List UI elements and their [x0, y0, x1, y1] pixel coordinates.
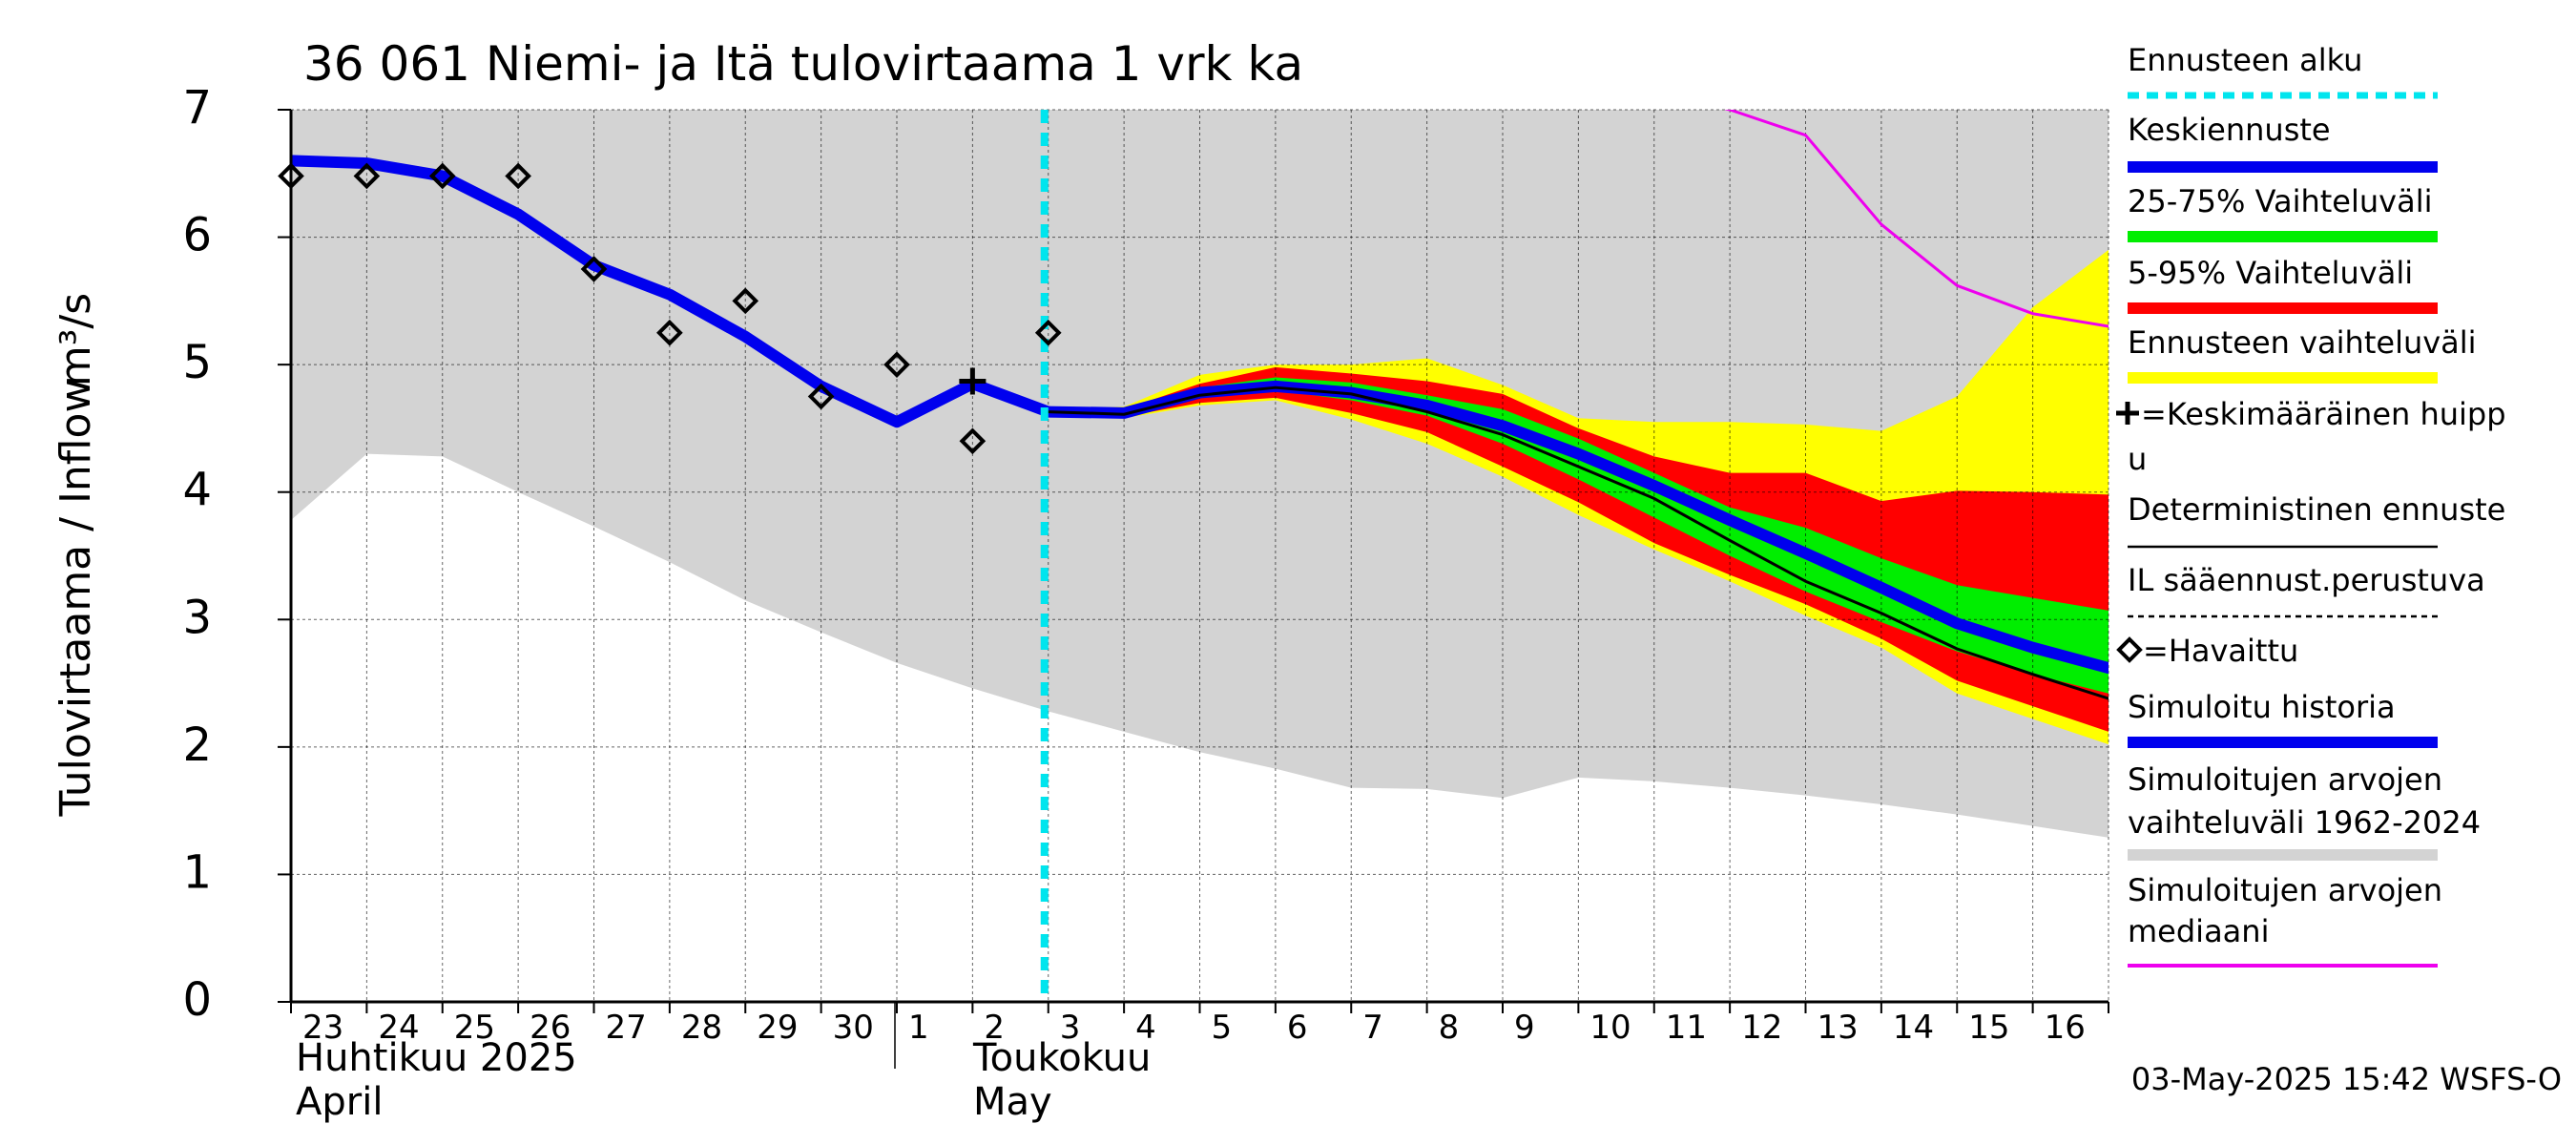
legend-label: Simuloitujen arvojen — [2128, 761, 2442, 798]
y-tick-label: 6 — [182, 209, 212, 262]
legend-item-il-s-ennust-perustuva: IL sääennust.perustuva — [2128, 562, 2485, 618]
legend-peak-marker — [2116, 402, 2139, 425]
legend-item-5-95-vaihteluv-li: 5-95% Vaihteluväli — [2128, 255, 2438, 314]
x-tick-label: 4 — [1135, 1009, 1156, 1047]
footer-timestamp: 03-May-2025 15:42 WSFS-O — [2131, 1061, 2562, 1097]
x-tick-label: 6 — [1287, 1009, 1308, 1047]
legend-item-ennusteen-alku: Ennusteen alku — [2128, 42, 2438, 99]
x-tick-label: 7 — [1362, 1009, 1383, 1047]
legend-label: Deterministinen ennuste — [2128, 491, 2505, 528]
month-label-april-fi: Huhtikuu 2025 — [296, 1036, 577, 1080]
x-tick-label: 8 — [1439, 1009, 1460, 1047]
y-tick-label: 3 — [182, 591, 212, 644]
legend: Ennusteen alku Keskiennuste 25-75% Vaihtel… — [2116, 42, 2506, 968]
legend-item-ennusteen-vaihteluv-li: Ennusteen vaihteluväli — [2128, 324, 2477, 384]
x-tick-label: 26 — [530, 1009, 571, 1047]
observed-point — [580, 256, 608, 282]
x-tick-label: 23 — [302, 1009, 343, 1047]
line-deterministinen-ennuste — [1047, 385, 2109, 700]
legend-label: 5-95% Vaihteluväli — [2128, 255, 2413, 291]
y-tick-label: 7 — [182, 81, 212, 135]
legend-label: Keskiennuste — [2128, 112, 2331, 148]
x-tick-label: 1 — [908, 1009, 929, 1047]
marker-layer — [278, 110, 1062, 1002]
y-tick-label: 4 — [182, 464, 212, 517]
line-simuloitujen-arvojen-mediaani — [1723, 110, 2109, 328]
observed-point — [883, 351, 910, 378]
legend-label: Simuloitujen arvojen — [2128, 872, 2442, 908]
x-tick-label: 29 — [757, 1009, 798, 1047]
y-tick-label: 1 — [182, 845, 212, 899]
observed-point — [353, 162, 381, 190]
legend-item-simuloitujen-arvojenvaihteluv-li-1962-2024: Simuloitujen arvojen vaihteluväli 1962-20… — [2128, 761, 2481, 861]
x-tick-label: 13 — [1818, 1009, 1859, 1047]
x-tick-label: 10 — [1589, 1009, 1631, 1047]
legend-label: Ennusteen vaihteluväli — [2128, 324, 2477, 361]
x-tick-label: 25 — [454, 1009, 495, 1047]
x-tick-label: 14 — [1893, 1009, 1934, 1047]
x-tick-label: 28 — [681, 1009, 722, 1047]
legend-label: IL sääennust.perustuva — [2128, 562, 2485, 598]
y-tick-label: 0 — [182, 973, 212, 1027]
legend-item-simuloitujen-arvojenmediaani: Simuloitujen arvojen mediaani — [2128, 872, 2442, 968]
legend-label: Ennusteen alku — [2128, 42, 2362, 78]
observed-point — [1034, 319, 1062, 346]
x-tick-label: 3 — [1060, 1009, 1081, 1047]
legend-label-line2: mediaani — [2128, 913, 2269, 949]
legend-label: =Havaittu — [2143, 633, 2298, 669]
observed-point — [807, 383, 835, 410]
observed-point — [732, 287, 759, 315]
legend-item-25-75-vaihteluv-li: 25-75% Vaihteluväli — [2128, 183, 2438, 242]
chart-title: 36 061 Niemi- ja Itä tulovirtaama 1 vrk … — [303, 36, 1303, 92]
legend-label-line2: vaihteluväli 1962-2024 — [2128, 804, 2481, 841]
legend-label-line2: u — [2128, 441, 2147, 477]
month-label-april-en: April — [296, 1080, 383, 1124]
peak-marker — [959, 367, 987, 395]
x-tick-label: 9 — [1514, 1009, 1535, 1047]
observed-point — [505, 162, 531, 190]
y-tick-label: 2 — [182, 718, 212, 772]
month-label-may-en: May — [973, 1080, 1052, 1124]
x-tick-label: 11 — [1666, 1009, 1707, 1047]
x-tick-label: 16 — [2045, 1009, 2086, 1047]
legend-label: 25-75% Vaihteluväli — [2128, 183, 2432, 219]
legend-item-havaittu: =Havaittu — [2116, 633, 2298, 669]
month-label-may-fi: Toukokuu — [972, 1036, 1151, 1080]
observed-point — [959, 427, 987, 455]
observed-point — [656, 319, 683, 346]
line-keskiennuste — [1042, 380, 2109, 675]
y-axis-label: Tulovirtaama / Inflow — [52, 379, 100, 818]
series-layer — [291, 110, 2109, 700]
legend-diamond-marker — [2116, 636, 2143, 663]
x-tick-label: 5 — [1212, 1009, 1233, 1047]
legend-item-keskiennuste: Keskiennuste — [2128, 112, 2438, 173]
x-tick-label: 15 — [1968, 1009, 2009, 1047]
x-tick-label: 2 — [984, 1009, 1005, 1047]
legend-label: Simuloitu historia — [2128, 689, 2396, 725]
legend-item-deterministinen-ennuste: Deterministinen ennuste — [2128, 491, 2505, 549]
observed-point — [428, 162, 456, 190]
x-tick-label: 27 — [606, 1009, 647, 1047]
legend-item-keskim-r-inen-huippu: =Keskimääräinen huipp u — [2116, 396, 2506, 477]
x-tick-label: 30 — [833, 1009, 874, 1047]
legend-label: =Keskimääräinen huipp — [2141, 396, 2506, 432]
y-axis-unit: m³/s — [52, 293, 100, 386]
x-tick-label: 12 — [1741, 1009, 1782, 1047]
x-tick-label: 24 — [378, 1009, 419, 1047]
y-tick-label: 5 — [182, 336, 212, 389]
line-simuloitu-historia — [291, 155, 1054, 428]
band-25-75-vaihteluv-li — [1048, 377, 2109, 694]
legend-item-simuloitu-historia: Simuloitu historia — [2128, 689, 2438, 748]
